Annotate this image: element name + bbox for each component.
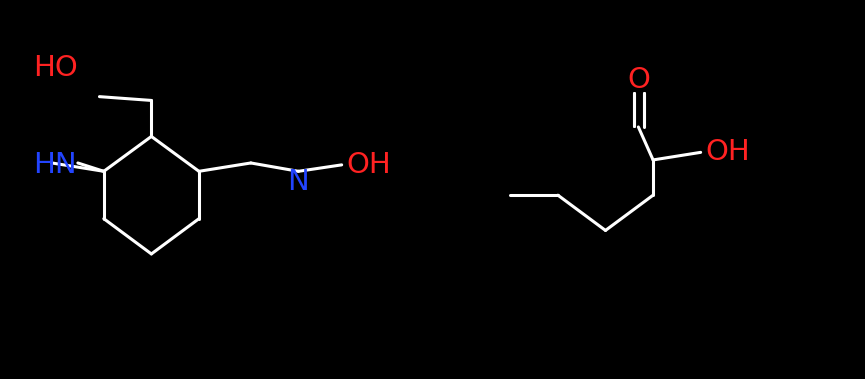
Text: HO: HO [33, 54, 78, 82]
Text: OH: OH [705, 138, 750, 166]
Text: O: O [628, 66, 650, 94]
Text: OH: OH [346, 151, 391, 179]
Text: HN: HN [33, 151, 76, 179]
Text: N: N [287, 168, 310, 196]
